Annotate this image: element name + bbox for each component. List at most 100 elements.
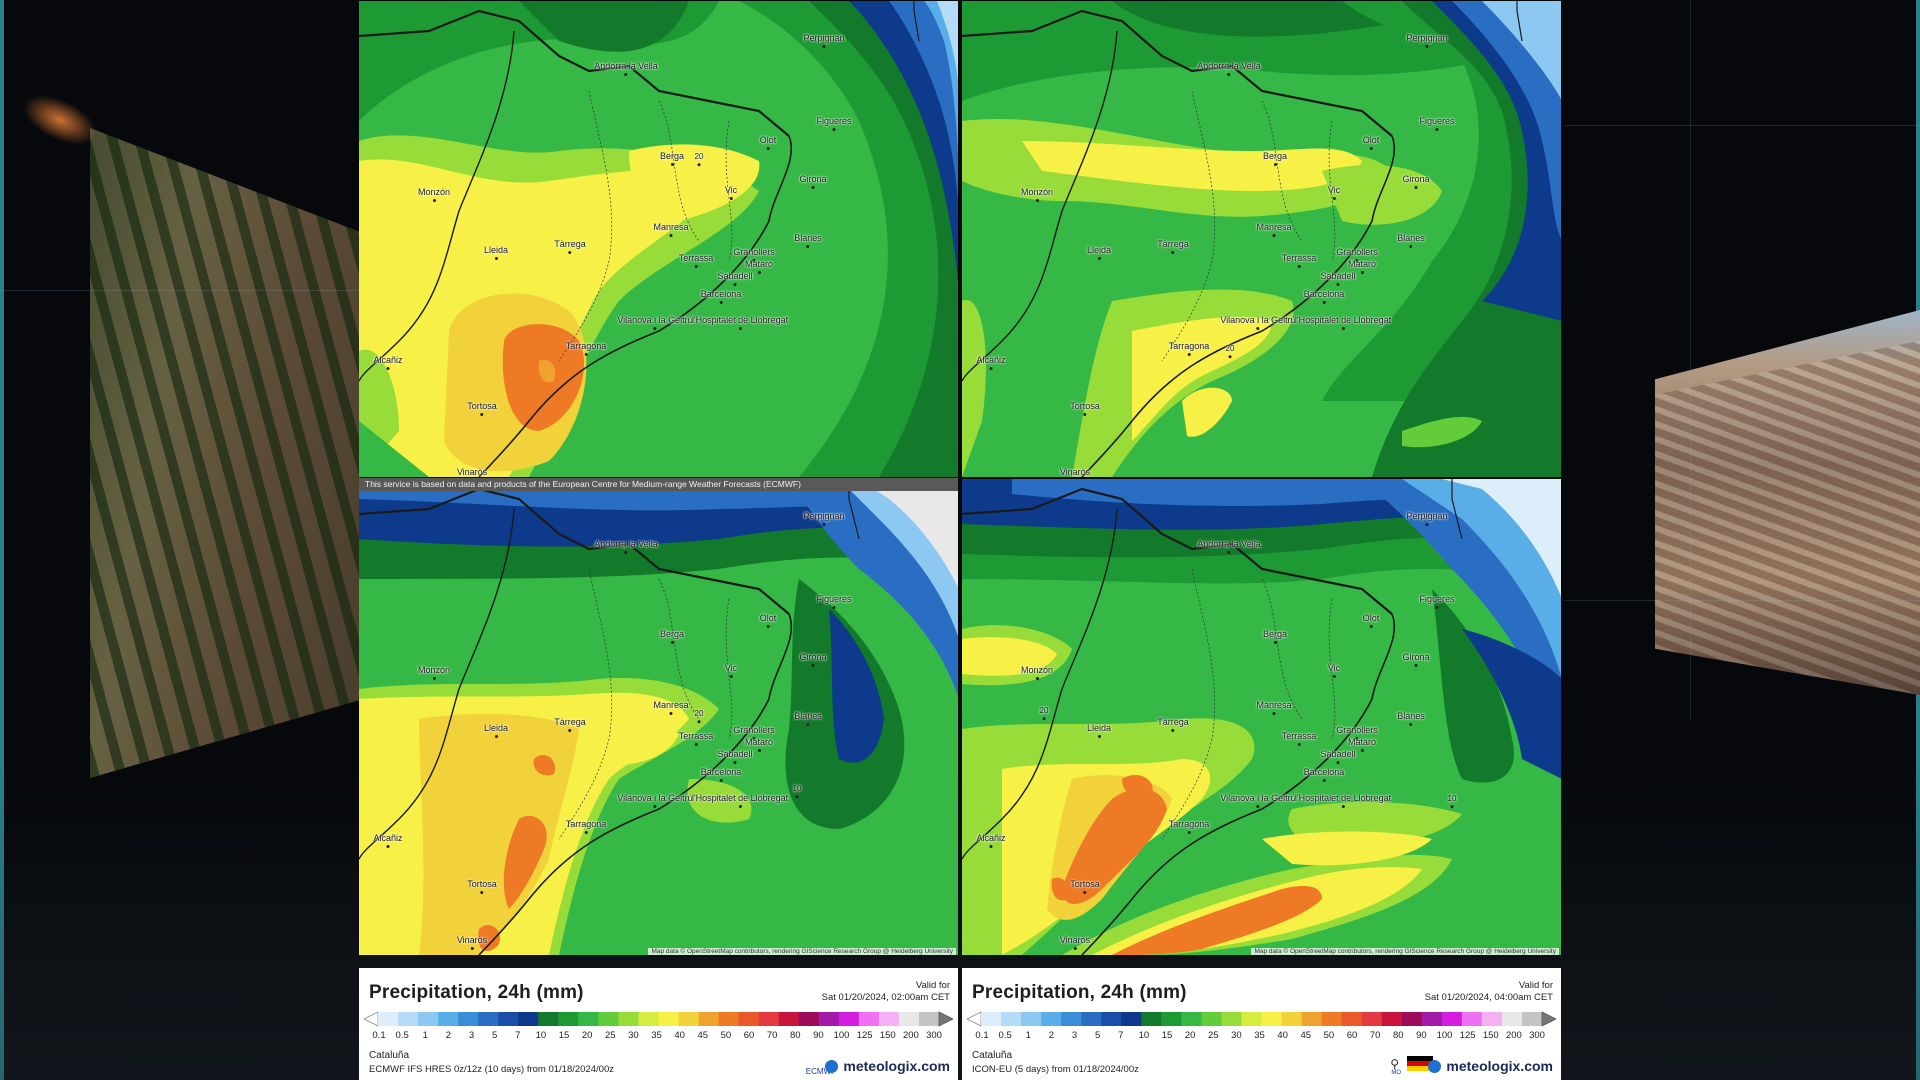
search-icon[interactable]: ⚲ — [1390, 1057, 1399, 1071]
colorbar-tick-label: 0.1 — [372, 1030, 386, 1041]
city-label: Blanes — [794, 711, 822, 726]
city-label: Olot — [759, 135, 777, 150]
colorbar-tick-label: 15 — [1161, 1030, 1173, 1041]
colorbar-tick-label: 20 — [1184, 1030, 1196, 1041]
colorbar-swatch — [678, 1012, 700, 1026]
city-label: Blanes — [794, 233, 822, 248]
colorbar-tick-label: 0.5 — [998, 1030, 1012, 1041]
city-label: Vic — [724, 185, 738, 200]
colorbar-swatch — [818, 1012, 840, 1026]
colorbar-swatch — [1041, 1012, 1062, 1026]
ecmwf-logo: ECMWF — [805, 1067, 836, 1076]
city-label: Vic — [1327, 185, 1341, 200]
city-label: Sabadell — [717, 271, 753, 286]
colorbar-swatch — [578, 1012, 599, 1026]
colorbar-swatch — [378, 1012, 399, 1026]
city-label: Terrassa — [678, 731, 714, 746]
colorbar-swatch — [1141, 1012, 1162, 1026]
city-label: l'Hospitalet de Llobregat — [691, 315, 789, 330]
city-label: Mataró — [1347, 737, 1377, 752]
valid-time: Valid for Sat 01/20/2024, 04:00am CET — [1425, 980, 1553, 1004]
colorbar-tick-label: 40 — [674, 1030, 685, 1041]
city-label: Sabadell — [1320, 749, 1356, 764]
city-label: Monzón — [417, 187, 451, 202]
colorbar-swatch — [1121, 1012, 1142, 1026]
colorbar-tick-label: 100 — [833, 1030, 850, 1041]
city-label: Sabadell — [1320, 271, 1356, 286]
city-label: Tarragona — [1168, 341, 1210, 356]
colorbar-ticks: 0.1 0.5 1 2 3 5 7 10 15 20 25 30 35 40 45 50 60 70 80 90 100… — [372, 1030, 942, 1042]
colorbar-tick-label: 3 — [1071, 1030, 1078, 1041]
precip-map-bottom-left: Perpignan Andorra la Vella Figueres Olot… — [359, 479, 958, 955]
colorbar-tick-label: 150 — [1482, 1030, 1499, 1041]
colorbar-tick-label: 2 — [1048, 1030, 1055, 1041]
city-label: Vinaròs — [456, 467, 488, 477]
colorbar-swatch — [638, 1012, 659, 1026]
colorbar-arrow-right — [1541, 1011, 1556, 1027]
colorbar-swatch — [1021, 1012, 1042, 1026]
studio-line — [1565, 125, 1920, 126]
city-label: Terrassa — [1281, 731, 1317, 746]
city-label: Manresa — [1256, 222, 1292, 237]
precip-field — [962, 1, 1561, 477]
colorbar-tick-label: 1 — [422, 1030, 428, 1041]
city-label: Lleida — [1086, 723, 1112, 738]
city-label: Andorra la Vella — [1197, 539, 1261, 554]
city-label: Andorra la Vella — [594, 61, 658, 76]
colorbar-swatch — [981, 1012, 1002, 1026]
meteologix-brand[interactable]: meteologix.com — [825, 1058, 950, 1074]
city-label: Granollers — [733, 725, 775, 740]
city-label: Monzón — [417, 665, 451, 680]
city-label: Terrassa — [678, 253, 714, 268]
city-label: l'Hospitalet de Llobregat — [691, 793, 789, 808]
city-label: Vic — [1327, 663, 1341, 678]
map-attribution: Map data © OpenStreetMap contributors, r… — [648, 948, 956, 955]
colorbar-tick-label: 30 — [1231, 1030, 1242, 1041]
colorbar-tick-label: 300 — [1529, 1030, 1545, 1041]
map-attribution: Map data © OpenStreetMap contributors, r… — [1251, 948, 1559, 955]
city-label: Tarragona — [1168, 819, 1210, 834]
meteologix-brand[interactable]: meteologix.com — [1428, 1058, 1553, 1074]
city-label: Barcelona — [700, 289, 742, 304]
colorbar-swatch — [418, 1012, 439, 1026]
vineyard-rows — [90, 128, 360, 778]
city-label: Figueres — [1419, 594, 1455, 609]
city-label: Andorra la Vella — [594, 539, 658, 554]
ecmwf-notice: This service is based on data and produc… — [359, 478, 958, 491]
city-label: Alcañiz — [976, 833, 1006, 848]
contour-value: 20 — [694, 152, 704, 167]
city-label: Lleida — [1086, 245, 1112, 260]
city-label: Manresa — [653, 700, 689, 715]
city-label: Tarragona — [565, 341, 607, 356]
colorbar-tick-label: 45 — [697, 1030, 709, 1041]
colorbar-tick-label: 150 — [879, 1030, 896, 1041]
legend-title: Precipitation, 24h (mm) — [972, 982, 1187, 1003]
colorbar-swatch — [1221, 1012, 1242, 1026]
city-label: Vinaròs — [1059, 935, 1091, 950]
colorbar-tick-label: 30 — [628, 1030, 639, 1041]
legend-panel-icon-eu: Precipitation, 24h (mm) Valid for Sat 01… — [962, 968, 1561, 1080]
city-label: Tortosa — [1070, 401, 1100, 416]
colorbar-tick-label: 100 — [1436, 1030, 1453, 1041]
city-label: Monzón — [1020, 187, 1054, 202]
colorbar-swatch — [1421, 1012, 1443, 1026]
contour-value: 20 — [1039, 706, 1049, 721]
studio-line — [1690, 0, 1691, 720]
city-label: Vinaròs — [1059, 467, 1091, 477]
brand-label: meteologix.com — [1446, 1058, 1553, 1074]
colorbar-swatch — [738, 1012, 760, 1026]
colorbar-tick-label: 2 — [445, 1030, 452, 1041]
city-label: Granollers — [1336, 247, 1378, 262]
town-aerial-panel — [1655, 310, 1920, 695]
colorbar-swatch — [718, 1012, 740, 1026]
colorbar-tick-label: 35 — [651, 1030, 662, 1041]
city-label: l'Hospitalet de Llobregat — [1294, 793, 1392, 808]
colorbar-swatch — [1361, 1012, 1383, 1026]
city-label: Berga — [1262, 151, 1288, 166]
colorbar-swatch — [1001, 1012, 1022, 1026]
colorbar-swatch — [558, 1012, 579, 1026]
precip-field — [962, 479, 1561, 955]
city-label: Granollers — [733, 247, 775, 262]
colorbar-arrow-left — [364, 1011, 379, 1027]
contour-value: 20 — [694, 709, 704, 724]
